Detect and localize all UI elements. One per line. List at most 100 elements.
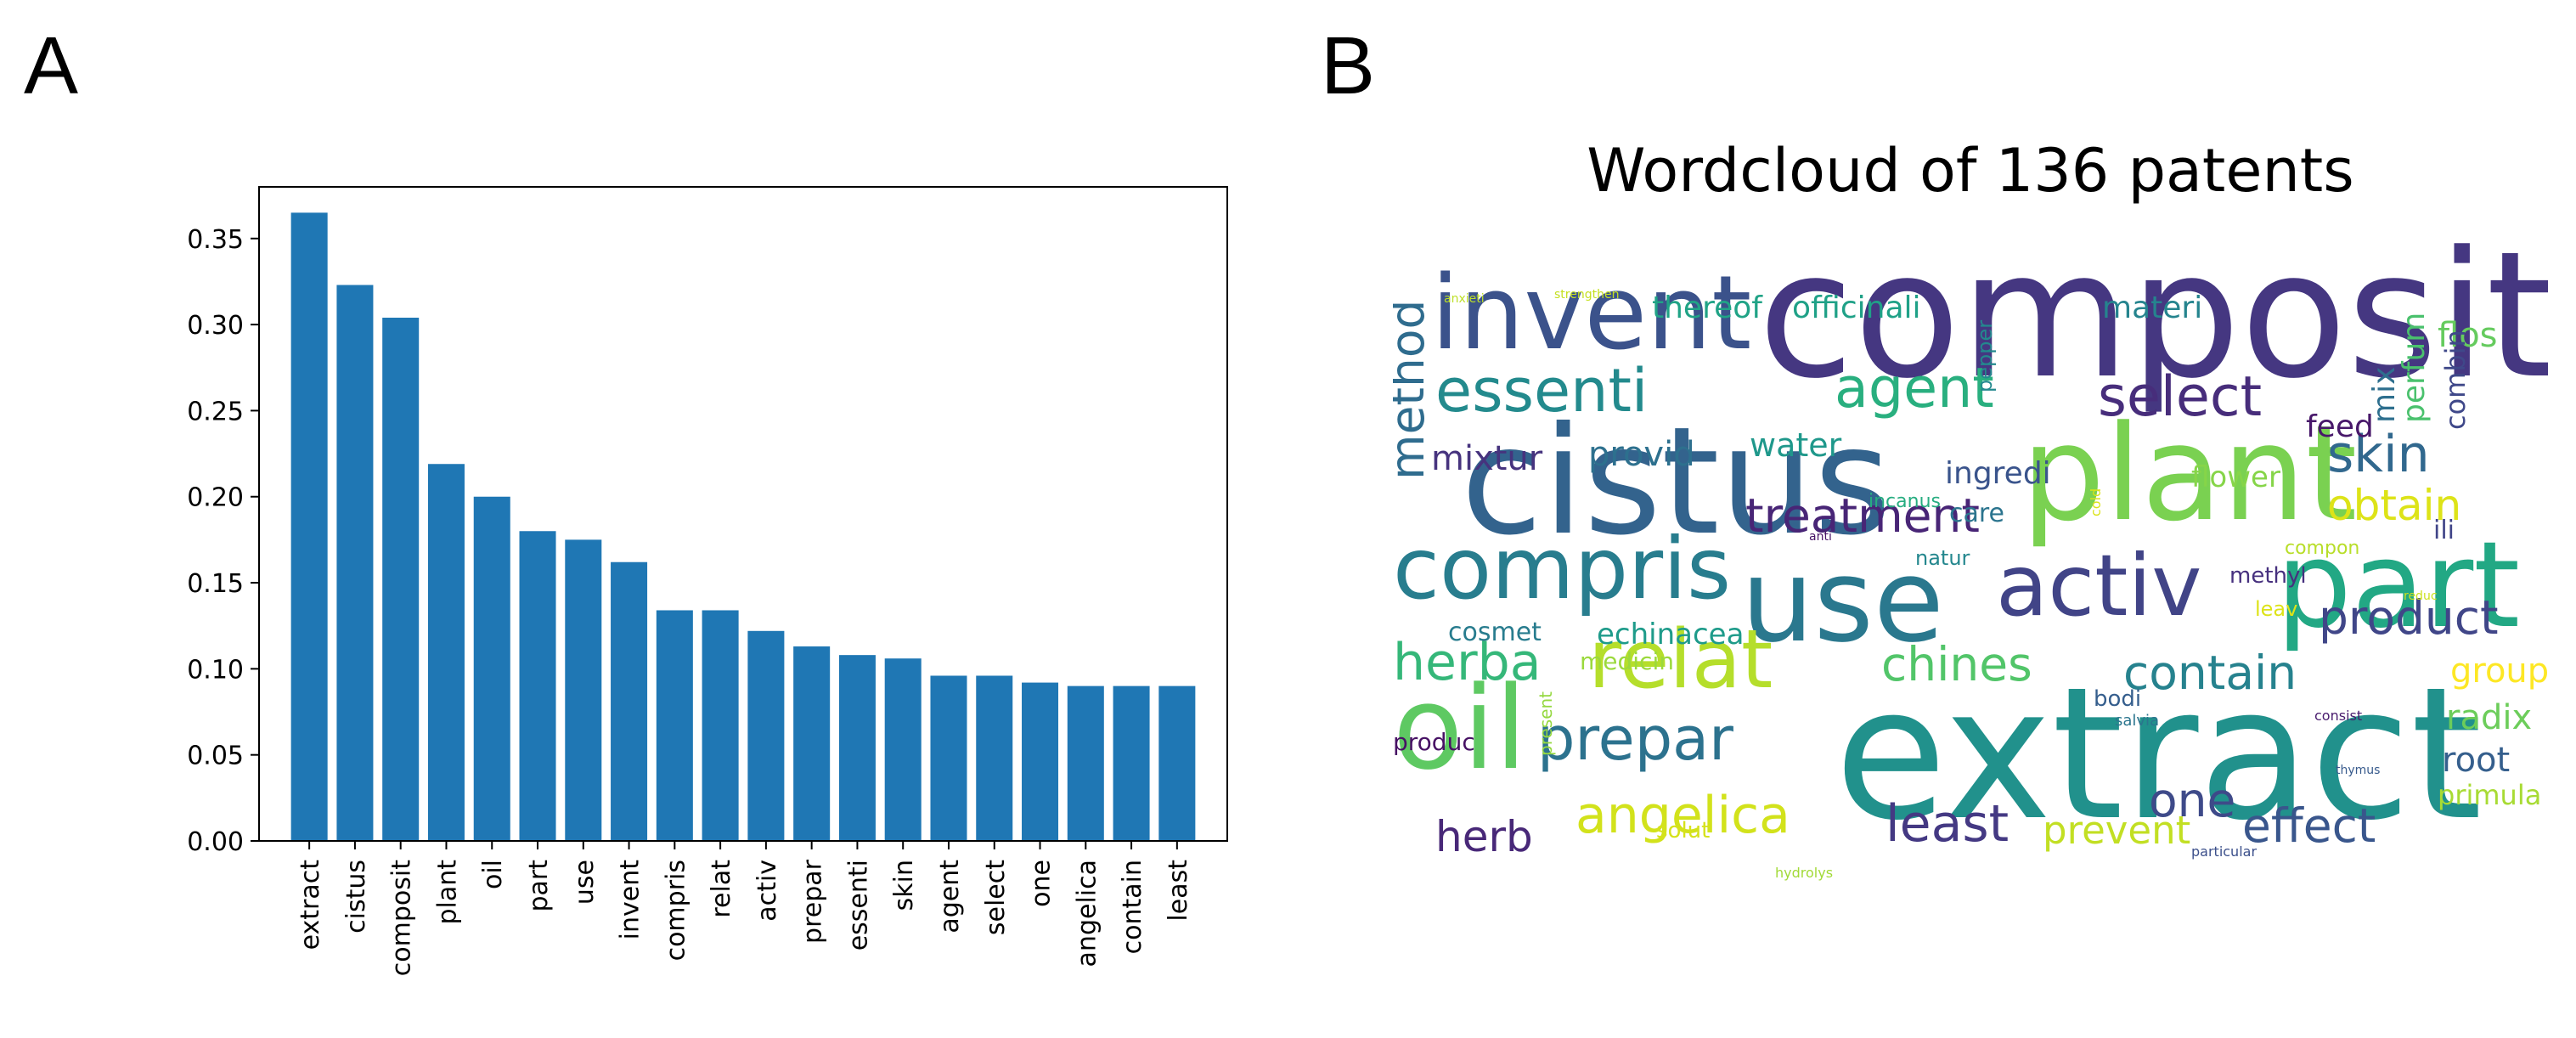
word-produc: produc	[1393, 728, 1475, 756]
x-tick-label: angelica	[1072, 860, 1102, 967]
word-echinacea: echinacea	[1597, 618, 1745, 652]
bar-agent	[930, 675, 967, 841]
x-tick-label: invent	[616, 860, 645, 940]
bar-least	[1158, 685, 1196, 841]
word-consist: consist	[2314, 708, 2363, 724]
x-tick-label: skin	[889, 860, 919, 911]
bar-select	[976, 675, 1013, 841]
x-tick-label: relat	[707, 860, 736, 918]
bar-composit	[382, 318, 420, 841]
bar-invent	[611, 561, 648, 841]
word-anti: anti	[1809, 530, 1832, 544]
word-pepper: pepper	[1973, 319, 1997, 392]
word-composit: composit	[1758, 215, 2548, 417]
bar-skin	[884, 658, 922, 841]
x-tick-label: cistus	[341, 860, 371, 934]
word-combin: combin	[2439, 330, 2472, 430]
word-bodi: bodi	[2094, 686, 2142, 712]
x-tick-label: agent	[935, 860, 965, 934]
word-officinali: officinali	[1792, 291, 1921, 325]
bar-prepar	[793, 646, 831, 841]
word-thymus: thymus	[2336, 764, 2381, 777]
bar-part	[519, 531, 556, 841]
word-least: least	[1885, 794, 2010, 854]
x-tick-label: extract	[296, 860, 325, 951]
bar-extract	[290, 212, 328, 842]
word-angelica: angelica	[1575, 786, 1790, 845]
word-particular: particular	[2191, 843, 2258, 860]
y-tick-label: 0.25	[187, 397, 244, 426]
word-methyl: methyl	[2229, 563, 2307, 589]
word-herb: herb	[1435, 812, 1533, 861]
word-anxieti: anxieti	[1444, 292, 1485, 306]
x-tick-label: one	[1027, 860, 1057, 907]
word-compris: compris	[1393, 519, 1732, 618]
word-relat: relat	[1588, 613, 1773, 707]
word-materi: materi	[2102, 291, 2203, 325]
bar-activ	[747, 630, 785, 841]
x-tick-label: prepar	[798, 859, 828, 944]
x-tick-label: contain	[1118, 860, 1147, 954]
word-skin: skin	[2327, 425, 2430, 484]
bar-oil	[473, 496, 510, 841]
word-chines: chines	[1881, 637, 2032, 691]
wordcloud-panel: Wordcloud of 136 patents composit extract…	[1384, 119, 2556, 1019]
y-tick-label: 0.20	[187, 483, 244, 513]
word-strengthen: strengthen	[1554, 288, 1620, 302]
bars	[290, 212, 1196, 842]
word-perfum: perfum	[2397, 312, 2432, 423]
word-feed: feed	[2306, 409, 2374, 444]
word-obtain: obtain	[2327, 481, 2462, 530]
word-activ: activ	[1996, 536, 2202, 635]
y-tick-label: 0.35	[187, 225, 244, 255]
word-solut: solut	[1656, 818, 1711, 843]
x-tick-label: activ	[753, 860, 782, 922]
word-root: root	[2442, 741, 2511, 780]
x-tick-label: use	[570, 860, 600, 905]
plot-frame	[258, 186, 1228, 842]
word-select: select	[2098, 365, 2263, 429]
bar-essenti	[838, 655, 876, 841]
word-ingredi: ingredi	[1945, 456, 2051, 491]
word-salvia: salvia	[2115, 712, 2160, 730]
word-ili: ili	[2433, 516, 2455, 545]
word-reduc: reduc	[2404, 590, 2438, 603]
y-tick-label: 0.10	[187, 655, 244, 685]
word-prepar: prepar	[1537, 704, 1733, 774]
word-medicin: medicin	[1580, 647, 1674, 675]
panel-label-a: A	[24, 20, 79, 111]
word-one: one	[2149, 773, 2236, 827]
x-tick-label: compris	[661, 860, 691, 961]
x-tick-label: least	[1164, 860, 1193, 922]
word-effect: effect	[2242, 798, 2376, 853]
word-flos: flos	[2438, 316, 2498, 355]
word-compon: compon	[2285, 538, 2360, 559]
bar-use	[565, 539, 602, 841]
word-cold: cold	[2088, 488, 2104, 516]
word-present: present	[1536, 691, 1556, 756]
x-tick-label: select	[981, 860, 1011, 935]
word-natur: natur	[1915, 546, 1970, 570]
wordcloud-title: Wordcloud of 136 patents	[1587, 136, 2354, 206]
panel-label-b: B	[1321, 20, 1376, 111]
word-cosmet: cosmet	[1448, 618, 1542, 647]
bar-angelica	[1067, 685, 1104, 841]
axis-ticks: extract cistus composit plant oil part use inve…	[187, 225, 1193, 976]
bar-one	[1022, 682, 1059, 841]
word-water: water	[1750, 426, 1842, 464]
word-mix: mix	[2367, 366, 2402, 423]
bar-relat	[702, 610, 739, 841]
x-tick-label: oil	[478, 860, 508, 889]
y-tick-label: 0.05	[187, 742, 244, 771]
word-part: part	[2276, 516, 2521, 655]
x-tick-label: composit	[387, 860, 417, 976]
word-extract: extract	[1835, 647, 2483, 860]
bar-chart: extract cistus composit plant oil part use inve…	[187, 186, 1228, 976]
word-use: use	[1741, 534, 1944, 668]
bar-plant	[427, 464, 465, 841]
word-incanus: incanus	[1869, 491, 1941, 512]
x-tick-label: part	[524, 860, 554, 912]
y-tick-label: 0.30	[187, 311, 244, 341]
word-care: care	[1949, 499, 2005, 528]
wordcloud: composit extract cistus plant part use oil inve…	[1393, 212, 2548, 900]
